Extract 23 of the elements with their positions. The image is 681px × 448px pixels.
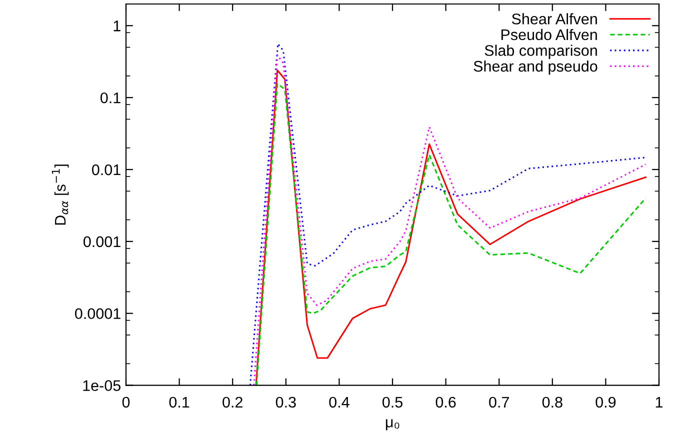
x-tick-label: 0.5 [382, 396, 402, 408]
x-tick-label: 0 [122, 396, 130, 408]
x-tick-label: 0.4 [329, 396, 350, 408]
x-tick-label: 1 [656, 396, 663, 408]
y-axis-title: D$_{αα}$ [s$^{−1}$] [52, 164, 69, 225]
legend-label: Shear and pseudo [474, 60, 598, 75]
y-tick-label: 0.001 [84, 236, 120, 248]
x-tick-label: 0.6 [436, 396, 456, 408]
y-tick-label: 0.01 [92, 164, 120, 176]
x-tick-label: 0.9 [596, 396, 616, 408]
y-tick-label: 1e-05 [83, 380, 120, 391]
x-tick-label: 0.1 [169, 396, 190, 408]
x-tick-label: 0.8 [542, 396, 562, 408]
legend-label: Shear Alfven [512, 13, 597, 24]
x-tick-label: 0.2 [222, 396, 242, 408]
legend-label: Slab comparison [484, 44, 597, 59]
y-tick-label: 1 [114, 20, 120, 32]
y-tick-label: 0.1 [100, 92, 120, 104]
x-axis-title: μ₀ [386, 419, 400, 430]
x-tick-label: 0.3 [276, 396, 296, 408]
y-tick-label: 0.0001 [75, 308, 120, 320]
legend-label: Pseudo Alfven [501, 28, 597, 40]
x-tick-label: 0.7 [489, 396, 509, 408]
